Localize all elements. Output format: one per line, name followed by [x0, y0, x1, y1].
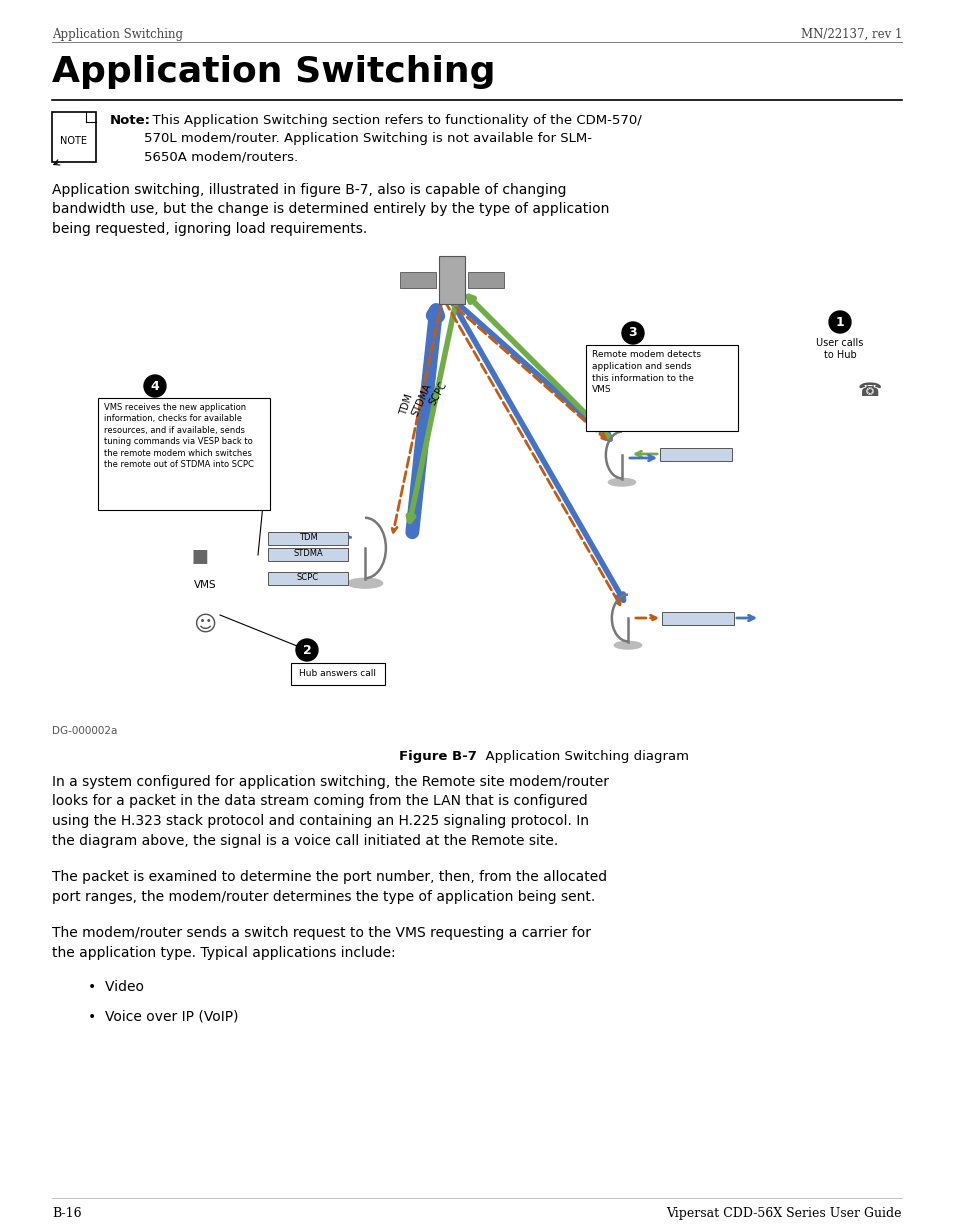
- Bar: [268, 533, 348, 545]
- Bar: [659, 448, 731, 461]
- Bar: [467, 271, 503, 288]
- FancyBboxPatch shape: [585, 345, 738, 431]
- Text: B-16: B-16: [52, 1207, 82, 1220]
- Circle shape: [295, 639, 317, 661]
- Ellipse shape: [608, 479, 635, 486]
- Bar: [438, 256, 465, 304]
- Text: 2: 2: [302, 643, 311, 656]
- Text: •  Voice over IP (VoIP): • Voice over IP (VoIP): [88, 1010, 238, 1025]
- Text: User calls
to Hub: User calls to Hub: [816, 337, 862, 361]
- Text: Vipersat CDD-56X Series User Guide: Vipersat CDD-56X Series User Guide: [666, 1207, 901, 1220]
- Text: MN/22137, rev 1: MN/22137, rev 1: [800, 28, 901, 40]
- Text: TDM: TDM: [298, 534, 317, 542]
- Text: The modem/router sends a switch request to the VMS requesting a carrier for
the : The modem/router sends a switch request …: [52, 926, 590, 960]
- Circle shape: [144, 375, 166, 398]
- Text: 3: 3: [628, 326, 637, 340]
- Text: Hub answers call: Hub answers call: [299, 670, 376, 679]
- Text: VMS: VMS: [193, 580, 216, 590]
- Circle shape: [828, 310, 850, 333]
- Ellipse shape: [347, 578, 382, 588]
- Text: Application Switching diagram: Application Switching diagram: [476, 750, 688, 763]
- Text: STDMA: STDMA: [410, 382, 434, 418]
- Circle shape: [621, 321, 643, 344]
- Text: NOTE: NOTE: [60, 136, 88, 146]
- FancyBboxPatch shape: [291, 663, 385, 685]
- Text: This Application Switching section refers to functionality of the CDM-570/
570L : This Application Switching section refer…: [144, 114, 641, 163]
- Text: 4: 4: [151, 379, 159, 393]
- Bar: [400, 271, 436, 288]
- Text: Note:: Note:: [110, 114, 151, 128]
- Text: In a system configured for application switching, the Remote site modem/router
l: In a system configured for application s…: [52, 775, 608, 848]
- Text: ▪: ▪: [191, 541, 209, 569]
- Text: Application Switching: Application Switching: [52, 55, 495, 90]
- Bar: [268, 572, 348, 585]
- Bar: [268, 548, 348, 561]
- Text: 1: 1: [835, 315, 843, 329]
- Ellipse shape: [614, 642, 641, 649]
- Bar: [52, 112, 96, 162]
- Text: Remote modem detects
application and sends
this information to the
VMS: Remote modem detects application and sen…: [592, 350, 700, 394]
- Text: STDMA: STDMA: [293, 550, 322, 558]
- Text: Application switching, illustrated in figure B-7, also is capable of changing
ba: Application switching, illustrated in fi…: [52, 183, 609, 236]
- Text: DG-000002a: DG-000002a: [52, 726, 117, 736]
- Text: Figure B-7: Figure B-7: [398, 750, 476, 763]
- Text: ☎: ☎: [857, 380, 882, 400]
- Text: TDM: TDM: [398, 393, 415, 417]
- Text: SCPC: SCPC: [296, 573, 318, 583]
- Text: ☺: ☺: [193, 615, 216, 636]
- Bar: [661, 612, 733, 625]
- Text: Application Switching: Application Switching: [52, 28, 183, 40]
- Text: SCPC: SCPC: [427, 379, 448, 406]
- FancyBboxPatch shape: [98, 398, 270, 510]
- Text: VMS receives the new application
information, checks for available
resources, an: VMS receives the new application informa…: [104, 402, 253, 469]
- Text: The packet is examined to determine the port number, then, from the allocated
po: The packet is examined to determine the …: [52, 870, 606, 903]
- Text: •  Video: • Video: [88, 980, 144, 994]
